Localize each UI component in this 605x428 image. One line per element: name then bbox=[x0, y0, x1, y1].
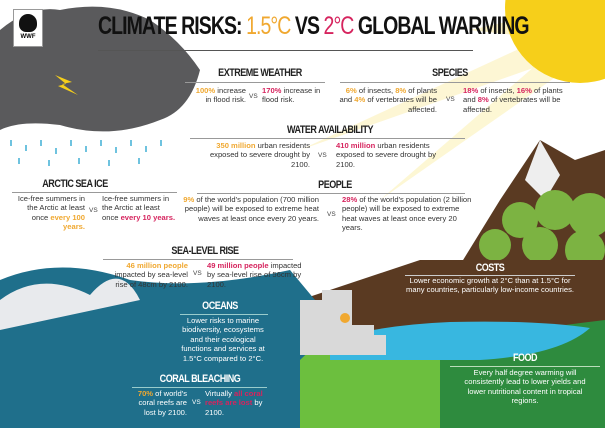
costs-text: Lower economic growth at 2°C than at 1.5… bbox=[406, 276, 574, 295]
vs-label: VS bbox=[89, 207, 98, 214]
divider bbox=[12, 192, 177, 193]
extreme-weather-heading: EXTREME WEATHER bbox=[218, 67, 302, 79]
sea-level-rise-heading: SEA-LEVEL RISE bbox=[171, 245, 239, 257]
arctic-1-5: Ice-free summers in the Arctic at least … bbox=[17, 194, 85, 232]
coral-1-5: 70% of world's coral reefs are lost by 2… bbox=[137, 389, 187, 417]
extreme-weather-2: 170% increase in flood risk. bbox=[262, 86, 321, 105]
wwf-logo: WWF bbox=[13, 9, 43, 47]
divider bbox=[132, 387, 267, 388]
water-2: 410 million urban residents exposed to s… bbox=[336, 141, 437, 169]
divider bbox=[197, 193, 465, 194]
extreme-weather-1-5: 100% increase in flood risk. bbox=[195, 86, 246, 105]
oceans-heading: OCEANS bbox=[202, 300, 238, 312]
divider bbox=[190, 138, 465, 139]
sun bbox=[505, 0, 605, 83]
sea-level-1-5: 46 million people impacted by sea-level … bbox=[114, 261, 188, 289]
costs-heading: COSTS bbox=[475, 262, 505, 274]
coral-2: Virtually all coral reefs are lost by 21… bbox=[205, 389, 263, 417]
coin bbox=[340, 313, 350, 323]
divider bbox=[340, 82, 570, 83]
snow-cap bbox=[525, 140, 560, 200]
vs-label: VS bbox=[192, 399, 201, 406]
rain bbox=[10, 140, 162, 166]
people-2: 28% of the world's population (2 billion… bbox=[342, 195, 472, 233]
people-1-5: 9% of the world's population (700 millio… bbox=[183, 195, 319, 223]
page-title: CLIMATE RISKS: 1.5°C VS 2°C GLOBAL WARMI… bbox=[98, 12, 530, 40]
divider bbox=[103, 259, 293, 260]
divider bbox=[450, 366, 600, 367]
arctic-2: Ice-free summers in the Arctic at least … bbox=[102, 194, 176, 222]
arctic-sea-ice-heading: ARCTIC SEA ICE bbox=[42, 178, 108, 190]
divider bbox=[180, 314, 268, 315]
lake bbox=[330, 321, 590, 360]
title-underline bbox=[98, 50, 473, 51]
species-1-5: 6% of insects, 8% of plants and 4% of ve… bbox=[339, 86, 437, 114]
iceberg bbox=[0, 278, 140, 330]
vs-label: VS bbox=[318, 152, 327, 159]
sun-ray bbox=[300, 30, 570, 150]
vs-label: VS bbox=[327, 211, 336, 218]
divider bbox=[405, 275, 575, 276]
species-heading: SPECIES bbox=[432, 67, 468, 79]
vs-label: VS bbox=[446, 96, 455, 103]
city bbox=[300, 290, 386, 355]
people-heading: PEOPLE bbox=[318, 179, 352, 191]
divider bbox=[185, 82, 325, 83]
forest bbox=[479, 190, 605, 270]
sun-ray bbox=[380, 40, 580, 200]
storm-cloud bbox=[0, 6, 200, 132]
oceans-text: Lower risks to marine biodiversity, ecos… bbox=[181, 316, 265, 363]
sea-level-2: 49 million people impacted by sea-level … bbox=[207, 261, 302, 289]
species-2: 18% of insects, 16% of plants and 8% of … bbox=[463, 86, 563, 114]
vs-label: VS bbox=[193, 270, 202, 277]
food-heading: FOOD bbox=[512, 352, 538, 364]
water-availability-heading: WATER AVAILABILITY bbox=[286, 124, 374, 136]
panda-icon bbox=[19, 14, 37, 32]
food-text: Every half degree warming will consisten… bbox=[464, 368, 586, 406]
vs-label: VS bbox=[249, 93, 258, 100]
coral-bleaching-heading: CORAL BLEACHING bbox=[159, 373, 241, 385]
water-1-5: 350 million urban residents exposed to s… bbox=[209, 141, 310, 169]
